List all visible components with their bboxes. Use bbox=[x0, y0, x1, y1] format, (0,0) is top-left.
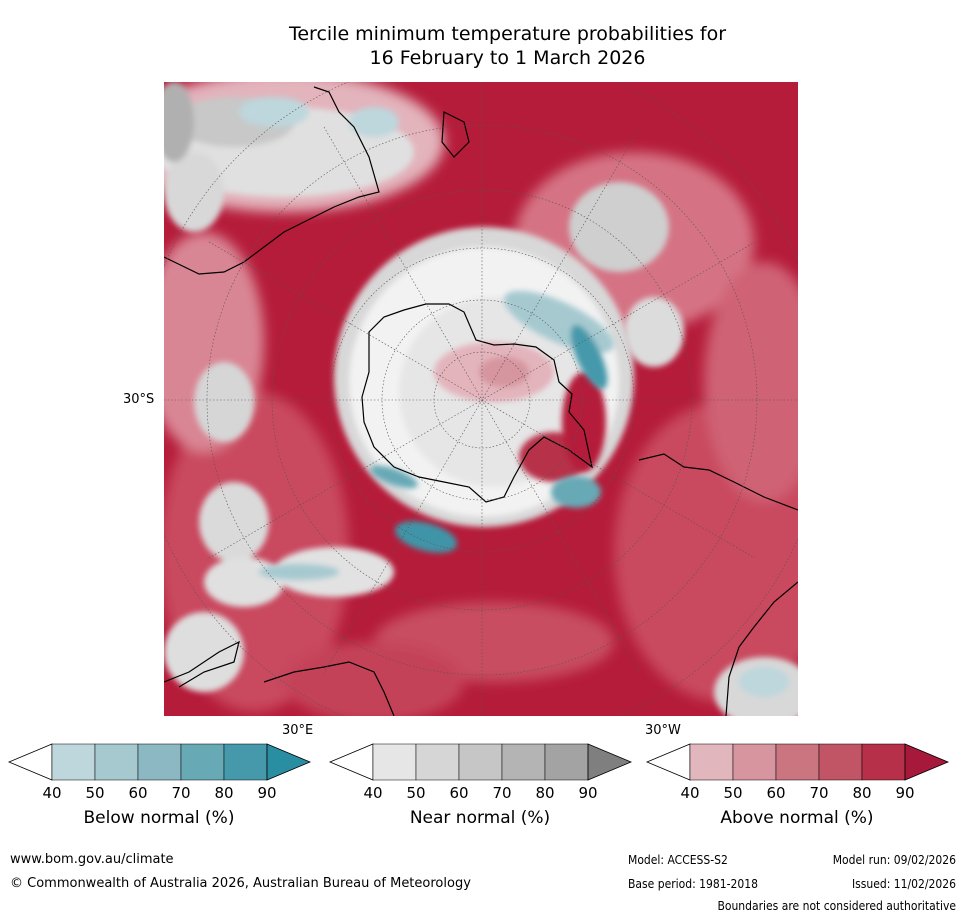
colorbar-tick-label: 50 bbox=[406, 784, 425, 802]
colorbar-bin bbox=[732, 743, 777, 781]
map-canvas bbox=[164, 82, 798, 716]
graticule bbox=[164, 82, 798, 716]
colorbar-extend-low bbox=[7, 743, 53, 781]
colorbar-tick-label: 90 bbox=[578, 784, 597, 802]
footer-copyright: © Commonwealth of Australia 2026, Austra… bbox=[10, 876, 471, 891]
footer-disclaimer: Boundaries are not considered authoritat… bbox=[717, 899, 956, 913]
colorbar-bin bbox=[501, 743, 546, 781]
footer-model-run: Model run: 09/02/2026 bbox=[832, 853, 956, 867]
colorbar-bin bbox=[415, 743, 460, 781]
antarctica-coastline bbox=[361, 303, 593, 503]
colorbar-tick-label: 90 bbox=[895, 784, 914, 802]
colorbar-bin bbox=[689, 743, 734, 781]
colorbar-tick-label: 80 bbox=[214, 784, 233, 802]
colorbar-extend-low bbox=[328, 743, 374, 781]
colorbar-tick-label: 60 bbox=[449, 784, 468, 802]
colorbar-bin bbox=[861, 743, 906, 781]
latitude-label-30s: 30°S bbox=[123, 392, 155, 407]
colorbar-title-near: Near normal (%) bbox=[409, 808, 551, 828]
footer-issued: Issued: 11/02/2026 bbox=[851, 877, 956, 891]
south-america-coastline bbox=[638, 453, 798, 716]
colorbar-tick-label: 50 bbox=[723, 784, 742, 802]
colorbar-tick-label: 60 bbox=[766, 784, 785, 802]
colorbar-bin bbox=[51, 743, 96, 781]
footer-model: Model: ACCESS-S2 bbox=[628, 853, 728, 867]
colorbar-bin bbox=[775, 743, 820, 781]
map-title: Tercile minimum temperature probabilitie… bbox=[165, 22, 850, 70]
longitude-label-30e: 30°E bbox=[282, 723, 314, 738]
colorbar-bin bbox=[137, 743, 182, 781]
colorbar-tick-label: 40 bbox=[42, 784, 61, 802]
colorbar-tick-label: 70 bbox=[171, 784, 190, 802]
colorbar-extend-low bbox=[645, 743, 691, 781]
madagascar-coastline bbox=[441, 111, 470, 158]
below-normal-regions bbox=[239, 97, 789, 697]
colorbar-title-above: Above normal (%) bbox=[720, 808, 874, 828]
colorbar-tick-label: 40 bbox=[680, 784, 699, 802]
colorbar-tick-label: 40 bbox=[363, 784, 382, 802]
colorbar-bin bbox=[180, 743, 225, 781]
tercile-probability-map bbox=[164, 82, 798, 716]
colorbar-bin bbox=[372, 743, 417, 781]
colorbar-extend-high bbox=[587, 743, 633, 781]
colorbar-above-normal: 40 50 60 70 80 90 bbox=[645, 743, 950, 803]
colorbar-tick-label: 80 bbox=[535, 784, 554, 802]
colorbar-near-normal: 40 50 60 70 80 90 bbox=[328, 743, 633, 803]
footer-base-period: Base period: 1981-2018 bbox=[628, 877, 759, 891]
colorbar-tick-label: 70 bbox=[492, 784, 511, 802]
longitude-label-30w: 30°W bbox=[645, 723, 681, 738]
colorbar-tick-label: 90 bbox=[257, 784, 276, 802]
colorbar-tick-label: 70 bbox=[809, 784, 828, 802]
colorbar-bin bbox=[458, 743, 503, 781]
title-line-1: Tercile minimum temperature probabilitie… bbox=[288, 23, 727, 45]
coastlines bbox=[164, 86, 798, 716]
colorbar-bin bbox=[223, 743, 268, 781]
footer-url: www.bom.gov.au/climate bbox=[10, 852, 174, 867]
colorbar-bin bbox=[544, 743, 589, 781]
colorbar-bin bbox=[818, 743, 863, 781]
colorbar-tick-label: 80 bbox=[852, 784, 871, 802]
africa-coastline bbox=[164, 86, 380, 275]
title-line-2: 16 February to 1 March 2026 bbox=[369, 47, 646, 69]
colorbar-extend-high bbox=[266, 743, 312, 781]
colorbar-extend-high bbox=[904, 743, 950, 781]
colorbar-below-normal: 40 50 60 70 80 90 bbox=[7, 743, 312, 803]
colorbar-title-below: Below normal (%) bbox=[83, 808, 235, 828]
colorbar-bin bbox=[94, 743, 139, 781]
colorbar-tick-label: 50 bbox=[85, 784, 104, 802]
australia-coastline bbox=[164, 640, 395, 716]
colorbar-tick-label: 60 bbox=[128, 784, 147, 802]
